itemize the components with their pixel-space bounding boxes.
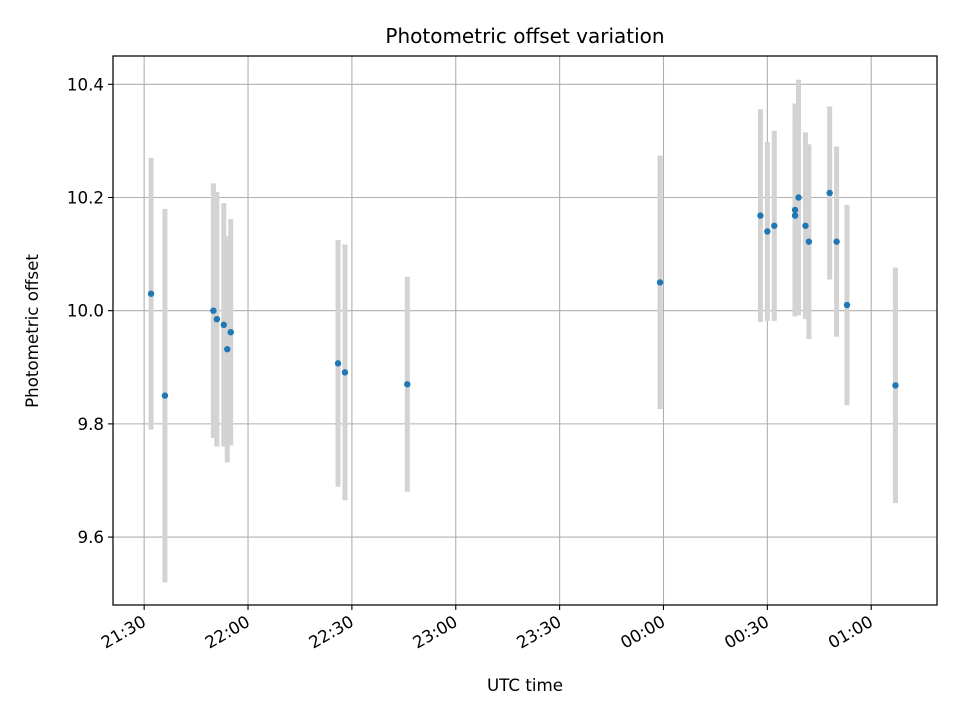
y-tick-label: 10.0 xyxy=(67,301,104,321)
data-point xyxy=(795,194,802,201)
y-tick-label: 10.4 xyxy=(67,74,104,94)
data-point xyxy=(802,222,809,229)
data-point xyxy=(791,212,799,219)
y-tick-label: 9.6 xyxy=(77,527,104,547)
data-point xyxy=(791,206,799,214)
data-point xyxy=(161,392,169,399)
data-point xyxy=(843,301,851,309)
y-axis-label: Photometric offset xyxy=(22,254,42,408)
data-point xyxy=(404,381,411,388)
data-point xyxy=(833,238,840,245)
data-point xyxy=(771,222,778,229)
data-point xyxy=(826,189,833,197)
data-point xyxy=(764,228,771,235)
plot-frame xyxy=(112,55,938,606)
data-point xyxy=(656,279,664,286)
data-point xyxy=(220,321,227,329)
data-point xyxy=(805,238,813,245)
data-point xyxy=(227,328,234,336)
data-point xyxy=(341,369,349,376)
x-axis-label: UTC time xyxy=(487,675,563,695)
data-points xyxy=(147,189,899,399)
data-point xyxy=(213,315,221,323)
data-point xyxy=(334,360,342,367)
y-axis-ticks: 9.6 9.8 10.0 10.2 10.4 xyxy=(67,74,113,547)
data-point xyxy=(210,307,217,314)
data-point xyxy=(224,345,231,353)
data-point xyxy=(757,212,764,219)
data-point xyxy=(147,290,155,297)
x-gridlines xyxy=(143,56,872,605)
y-tick-label: 10.2 xyxy=(67,187,104,207)
data-point xyxy=(892,382,899,389)
chart-title: Photometric offset variation xyxy=(385,24,664,48)
y-tick-label: 9.8 xyxy=(77,414,104,434)
